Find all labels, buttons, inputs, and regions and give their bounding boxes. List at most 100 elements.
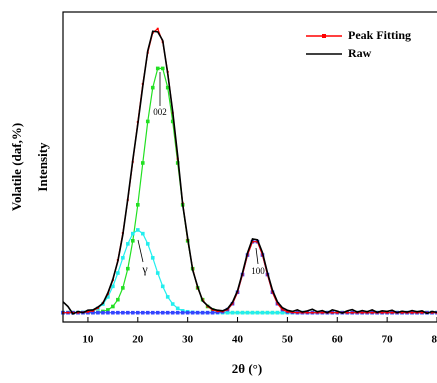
series-marker (131, 231, 135, 236)
series-marker (121, 310, 125, 315)
series-marker (351, 311, 354, 314)
series-marker (275, 310, 280, 315)
series-marker (140, 231, 145, 236)
series-marker (276, 302, 279, 305)
series-marker (366, 311, 369, 314)
series-marker (150, 256, 155, 260)
series-marker (106, 295, 110, 299)
series-marker (311, 311, 314, 314)
annotation: 100 (251, 266, 265, 276)
series-marker (136, 310, 140, 315)
series-marker (126, 266, 130, 271)
series-marker (66, 311, 69, 314)
legend-label: Raw (348, 46, 372, 60)
series-marker (216, 310, 219, 313)
series-marker (160, 310, 165, 315)
series-marker (421, 311, 424, 314)
series-marker (116, 310, 120, 315)
series-marker (291, 311, 294, 314)
series-marker (145, 310, 150, 315)
series-marker (116, 297, 120, 302)
plot-frame (62, 11, 437, 323)
series-line (62, 30, 437, 315)
series-marker (106, 308, 110, 312)
x-tick-label: 10 (82, 334, 94, 346)
series-marker (116, 271, 120, 275)
series-marker (101, 310, 105, 315)
series-marker (121, 256, 125, 260)
series-marker (336, 311, 339, 314)
legend-label: Peak Fitting (348, 28, 411, 42)
series-marker (431, 311, 434, 314)
y-axis-label: Intensity (35, 142, 50, 192)
series-marker (175, 310, 180, 315)
series-marker (391, 311, 394, 314)
series-marker (155, 66, 160, 71)
series-marker (231, 302, 234, 305)
series-marker (251, 240, 254, 243)
series-marker (145, 242, 150, 246)
series-marker (160, 66, 165, 71)
series-marker (126, 310, 130, 315)
series-marker (150, 310, 155, 315)
x-tick-label: 80 (432, 334, 437, 346)
annotation-arrows (137, 72, 259, 265)
x-axis-label: 2θ (°) (232, 361, 262, 376)
series-marker (280, 310, 285, 315)
series-marker (190, 310, 195, 315)
series-marker (126, 242, 130, 246)
plot-area (61, 27, 437, 315)
series-marker (165, 295, 170, 299)
series-marker (215, 310, 220, 315)
series-marker (265, 310, 270, 315)
x-tick-label: 30 (182, 334, 194, 346)
series-marker (240, 310, 245, 315)
series-marker (195, 310, 200, 315)
x-tick-label: 60 (332, 334, 344, 346)
y-axis-label-outer: Volatile (daf,%) (9, 123, 24, 211)
series-marker (271, 291, 274, 294)
series-marker (331, 311, 334, 314)
series-marker (386, 311, 389, 314)
series-line (63, 67, 437, 314)
series-marker (260, 310, 265, 315)
series-marker (131, 310, 135, 315)
series-marker (155, 271, 160, 275)
legend-marker (322, 34, 326, 38)
series-marker (96, 307, 99, 310)
series-marker (131, 238, 135, 243)
series-marker (371, 311, 374, 314)
series-marker (165, 85, 170, 90)
series-marker (205, 310, 210, 315)
series-marker (121, 286, 125, 290)
series-marker (140, 310, 145, 315)
series-marker (160, 284, 165, 289)
x-tick-label: 20 (132, 334, 144, 346)
series-marker (156, 27, 159, 30)
series-marker (230, 310, 235, 315)
series-marker (210, 310, 215, 315)
series-marker (281, 308, 284, 311)
series-marker (346, 311, 349, 314)
series-marker (235, 310, 240, 315)
series-marker (106, 310, 110, 315)
arrow (255, 247, 259, 265)
annotation: 002 (153, 107, 167, 117)
series-marker (91, 309, 94, 312)
series-marker (180, 309, 185, 313)
series-marker (111, 304, 115, 309)
x-tick-label: 40 (232, 334, 244, 346)
series-marker (150, 85, 155, 90)
series-marker (185, 310, 190, 315)
series-marker (255, 310, 260, 315)
series-marker (296, 311, 299, 314)
series-marker (136, 203, 140, 207)
series-marker (306, 311, 309, 314)
series-marker (411, 311, 414, 314)
series-marker (401, 311, 404, 314)
series-marker (136, 228, 140, 232)
series-marker (226, 308, 229, 311)
series-marker (211, 308, 214, 311)
series-marker (155, 310, 160, 315)
